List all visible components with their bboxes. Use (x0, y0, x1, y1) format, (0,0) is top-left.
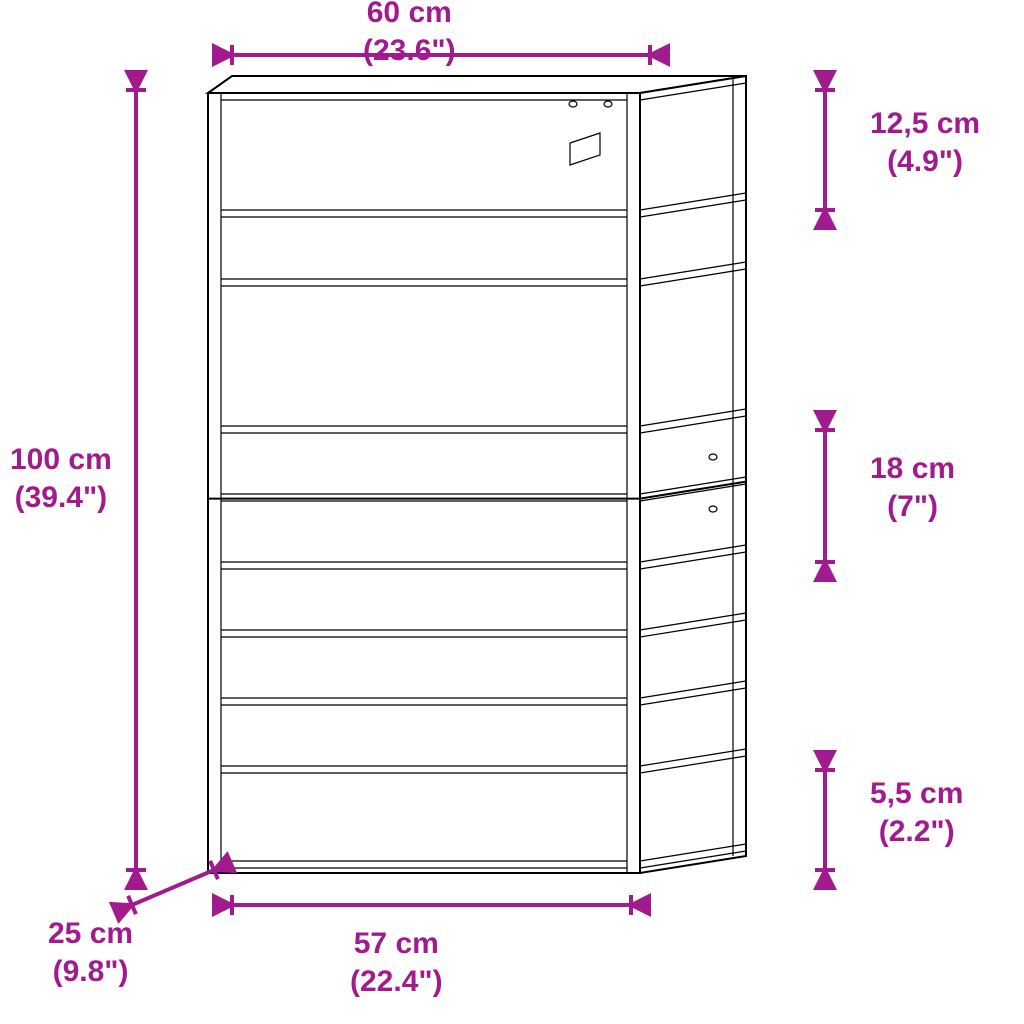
dim-top-width: 60 cm (23.6") (363, 0, 456, 69)
dim-left-height: 100 cm (39.4") (10, 441, 112, 516)
dim-top-gap: 12,5 cm (4.9") (870, 105, 980, 180)
dim-depth: 25 cm (9.8") (48, 915, 133, 990)
dim-mid-gap: 18 cm (7") (870, 450, 955, 525)
dim-bottom-inner: 57 cm (22.4") (350, 925, 443, 1000)
dim-bottom-gap: 5,5 cm (2.2") (870, 775, 963, 850)
